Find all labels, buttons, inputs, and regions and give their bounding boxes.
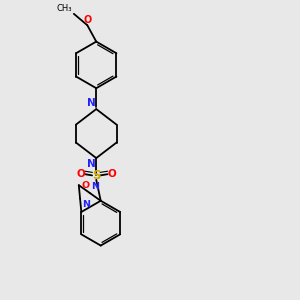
Text: N: N [92,182,100,191]
Text: N: N [82,200,90,209]
Text: S: S [92,169,100,182]
Text: O: O [83,15,92,25]
Text: CH₃: CH₃ [57,4,72,13]
Text: O: O [76,169,85,179]
Text: O: O [81,181,89,190]
Text: N: N [86,159,95,169]
Text: O: O [108,169,116,179]
Text: N: N [86,98,95,109]
